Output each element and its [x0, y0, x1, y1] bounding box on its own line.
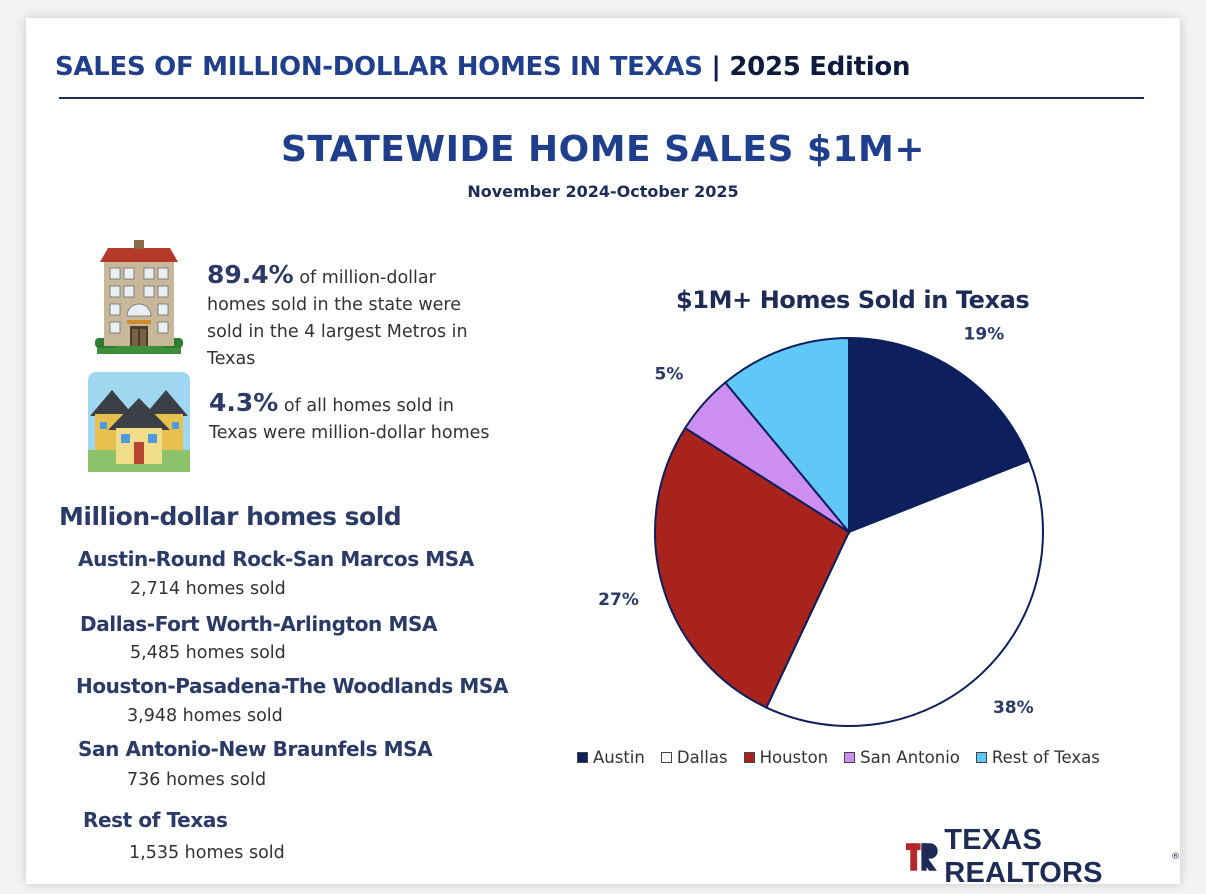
- pie-slice-houston: [654, 426, 851, 709]
- stat-statewide-share: 4.3% of all homes sold in Texas were mil…: [209, 389, 499, 447]
- pie-slice-rest-of-texas: [723, 336, 850, 535]
- header-divider: [59, 97, 1144, 99]
- legend-swatch: [743, 752, 755, 763]
- houses-icon: [88, 372, 190, 476]
- legend-swatch: [660, 752, 672, 763]
- stat-statewide-share-text: of all homes sold in Texas were million-…: [209, 396, 490, 443]
- pie-slice-austin: [848, 336, 1031, 534]
- stat-metro-share-value: 89.4%: [207, 260, 294, 289]
- msa-name: Houston-Pasadena-The Woodlands MSA: [76, 674, 508, 698]
- pie-label-dallas: 38%: [993, 698, 1034, 718]
- date-range-subtitle: November 2024-October 2025: [467, 182, 739, 201]
- legend-label: Dallas: [676, 748, 728, 767]
- msa-name: Austin-Round Rock-San Marcos MSA: [78, 547, 474, 571]
- pie-slice-dallas: [765, 459, 1044, 727]
- msa-count: 5,485 homes sold: [130, 643, 286, 663]
- legend-label: Rest of Texas: [991, 748, 1100, 767]
- legend-label: Austin: [593, 748, 645, 767]
- stat-metro-share-text: of million-dollar homes sold in the stat…: [207, 268, 468, 369]
- legend-label: San Antonio: [860, 748, 960, 767]
- msa-count: 1,535 homes sold: [129, 843, 285, 863]
- logo-registered-mark: ®: [1171, 852, 1180, 862]
- stat-metro-share: 89.4% of million-dollar homes sold in th…: [207, 261, 497, 373]
- main-title: STATEWIDE HOME SALES $1M+: [280, 129, 926, 170]
- pie-label-houston: 27%: [598, 590, 639, 610]
- pie-chart: 19%38%27%5%11%: [598, 325, 1044, 727]
- msa-name: Dallas-Fort Worth-Arlington MSA: [80, 612, 438, 636]
- msa-count: 2,714 homes sold: [130, 579, 286, 599]
- header-separator: |: [711, 52, 721, 82]
- msa-count: 3,948 homes sold: [127, 706, 283, 726]
- header-title: SALES OF MILLION-DOLLAR HOMES IN TEXAS: [55, 52, 703, 82]
- header-edition: 2025 Edition: [729, 52, 911, 82]
- chart-legend: Austin Dallas Houston San Antonio Rest of Te…: [577, 748, 1100, 767]
- pie-label-austin: 19%: [964, 325, 1005, 345]
- legend-swatch: [844, 752, 856, 763]
- msa-name: San Antonio-New Braunfels MSA: [78, 737, 433, 761]
- msa-name: Rest of Texas: [83, 808, 228, 832]
- legend-item-austin: Austin: [577, 748, 645, 767]
- legend-item-rest-of-texas: Rest of Texas: [975, 748, 1100, 767]
- legend-swatch: [577, 752, 588, 763]
- legend-item-san-antonio: San Antonio: [844, 748, 960, 767]
- logo-text: TEXAS REALTORS: [944, 824, 1103, 889]
- legend-label: Houston: [759, 748, 829, 767]
- page: SALES OF MILLION-DOLLAR HOMES IN TEXAS |…: [26, 18, 1180, 889]
- legend-swatch: [975, 752, 987, 763]
- page-header: SALES OF MILLION-DOLLAR HOMES IN TEXAS |…: [55, 52, 910, 82]
- chart-title: $1M+ Homes Sold in Texas: [676, 286, 1030, 314]
- msa-count: 736 homes sold: [127, 770, 267, 790]
- section-title: Million-dollar homes sold: [59, 502, 402, 531]
- pie-label-san-antonio: 5%: [655, 364, 684, 384]
- texas-realtors-logo: TEXAS REALTORS ®: [906, 824, 1180, 890]
- legend-item-dallas: Dallas: [660, 748, 728, 767]
- stat-statewide-share-value: 4.3%: [209, 388, 279, 417]
- mansion-icon: [94, 238, 184, 360]
- texas-realtors-mark-icon: [906, 843, 938, 871]
- legend-item-houston: Houston: [743, 748, 829, 767]
